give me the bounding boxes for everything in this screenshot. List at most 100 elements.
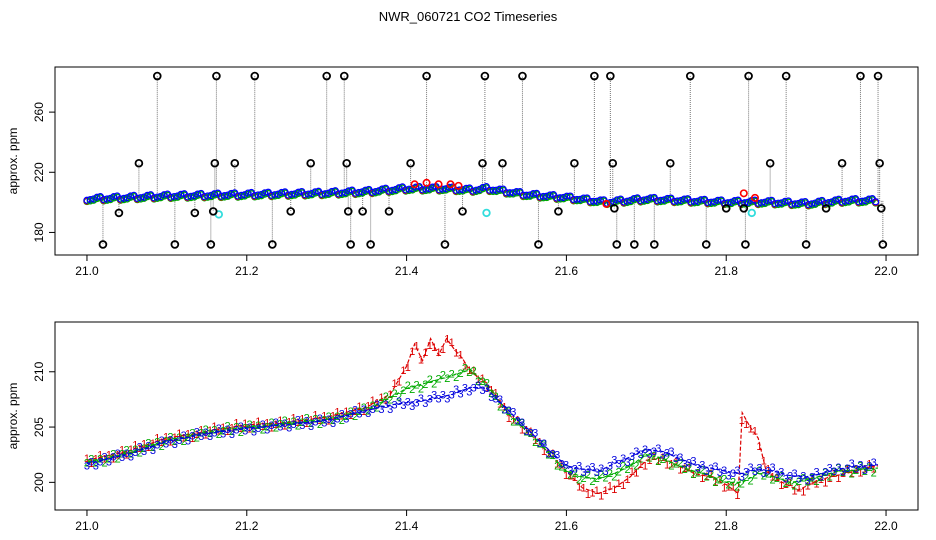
series-marker-2: 2 xyxy=(783,478,789,490)
series-marker-1: 1 xyxy=(150,438,156,450)
series-marker-1: 1 xyxy=(312,410,318,422)
baseline-point xyxy=(643,195,652,203)
series-marker-2: 2 xyxy=(695,467,701,479)
series-marker-2: 2 xyxy=(537,439,543,451)
series-marker-2: 2 xyxy=(774,473,780,485)
series-marker-1: 1 xyxy=(475,374,481,386)
series-marker-2: 2 xyxy=(277,418,283,430)
series-marker-2: 2 xyxy=(598,469,604,481)
black-outlier-point xyxy=(114,208,124,218)
x-tick-label: 21.2 xyxy=(235,519,259,533)
series-marker-3: 3 xyxy=(321,418,327,430)
baseline-point xyxy=(294,188,303,196)
series-marker-1: 1 xyxy=(853,464,859,476)
black-outlier-point xyxy=(366,240,375,249)
series-marker-1: 1 xyxy=(589,487,595,499)
baseline-point xyxy=(311,188,319,196)
baseline-point xyxy=(217,192,225,200)
series-marker-1: 1 xyxy=(866,459,872,471)
series-marker-1: 1 xyxy=(602,485,608,497)
series-marker-2: 2 xyxy=(730,476,736,488)
baseline-point xyxy=(559,193,568,202)
series-marker-1: 1 xyxy=(651,451,657,463)
series-marker-2: 2 xyxy=(756,465,762,477)
series-marker-2: 2 xyxy=(813,476,819,488)
black-outlier-point xyxy=(458,207,467,216)
series-marker-3: 3 xyxy=(594,467,600,479)
series-marker-3: 3 xyxy=(602,466,608,478)
series-marker-1: 1 xyxy=(559,459,565,471)
plot-frame xyxy=(54,321,919,511)
series-marker-3: 3 xyxy=(374,399,380,411)
baseline-point xyxy=(83,196,91,204)
series-marker-2: 2 xyxy=(233,422,239,434)
series-marker-1: 1 xyxy=(682,463,688,475)
series-marker-2: 2 xyxy=(194,433,200,445)
series-marker-2: 2 xyxy=(141,443,147,455)
series-marker-2: 2 xyxy=(471,366,477,378)
black-outlier-point xyxy=(665,158,675,168)
series-marker-2: 2 xyxy=(387,394,393,406)
black-outlier-point xyxy=(685,71,695,81)
series-marker-2: 2 xyxy=(352,411,358,423)
series-marker-2: 2 xyxy=(326,411,332,423)
series-marker-3: 3 xyxy=(93,461,99,473)
series-marker-3: 3 xyxy=(339,409,345,421)
series-marker-3: 3 xyxy=(466,387,472,399)
series-marker-3: 3 xyxy=(537,438,543,450)
baseline-point xyxy=(486,186,494,194)
series-marker-2: 2 xyxy=(172,436,178,448)
series-marker-1: 1 xyxy=(207,425,213,437)
series-marker-3: 3 xyxy=(660,450,666,462)
series-marker-3: 3 xyxy=(831,466,837,478)
baseline-point xyxy=(838,198,846,206)
baseline-point xyxy=(133,194,141,203)
series-marker-2: 2 xyxy=(167,432,173,444)
series-marker-3: 3 xyxy=(185,435,191,447)
black-outlier-point xyxy=(384,207,394,216)
series-marker-1: 1 xyxy=(220,422,226,434)
series-marker-2: 2 xyxy=(159,441,165,453)
baseline-point xyxy=(378,185,386,193)
series-marker-1: 1 xyxy=(787,477,793,489)
series-marker-2: 2 xyxy=(791,481,797,493)
series-marker-2: 2 xyxy=(664,452,670,464)
series-marker-1: 1 xyxy=(791,485,797,497)
baseline-point xyxy=(328,187,336,196)
series-marker-3: 3 xyxy=(400,400,406,412)
series-marker-3: 3 xyxy=(220,428,226,440)
black-outlier-point xyxy=(878,240,888,249)
series-marker-2: 2 xyxy=(203,424,209,436)
series-marker-2: 2 xyxy=(484,378,490,390)
series-marker-2: 2 xyxy=(260,425,266,437)
series-marker-3: 3 xyxy=(550,449,556,461)
baseline-point xyxy=(153,193,162,201)
series-marker-2: 2 xyxy=(818,472,824,484)
series-marker-2: 2 xyxy=(475,376,481,388)
series-marker-2: 2 xyxy=(743,472,749,484)
series-marker-3: 3 xyxy=(172,439,178,451)
series-marker-1: 1 xyxy=(194,429,200,441)
series-marker-1: 1 xyxy=(655,456,661,468)
series-marker-1: 1 xyxy=(110,453,116,465)
series-marker-3: 3 xyxy=(176,435,182,447)
baseline-point xyxy=(100,196,108,204)
series-marker-3: 3 xyxy=(181,430,187,442)
baseline-point xyxy=(385,187,393,195)
baseline-point xyxy=(137,194,145,202)
baseline-point xyxy=(865,195,873,203)
series-marker-1: 1 xyxy=(159,437,165,449)
baseline-point xyxy=(522,191,531,199)
series-marker-3: 3 xyxy=(576,460,582,472)
series-marker-3: 3 xyxy=(528,427,534,439)
y-tick-label: 260 xyxy=(32,102,46,122)
series-marker-1: 1 xyxy=(163,431,169,443)
red-point xyxy=(434,180,443,189)
series-marker-1: 1 xyxy=(607,480,613,492)
series-marker-2: 2 xyxy=(673,459,679,471)
series-marker-3: 3 xyxy=(633,446,639,458)
black-outlier-point xyxy=(322,71,331,81)
black-outlier-point xyxy=(741,240,750,249)
series-marker-1: 1 xyxy=(286,416,292,428)
baseline-point xyxy=(183,193,192,201)
